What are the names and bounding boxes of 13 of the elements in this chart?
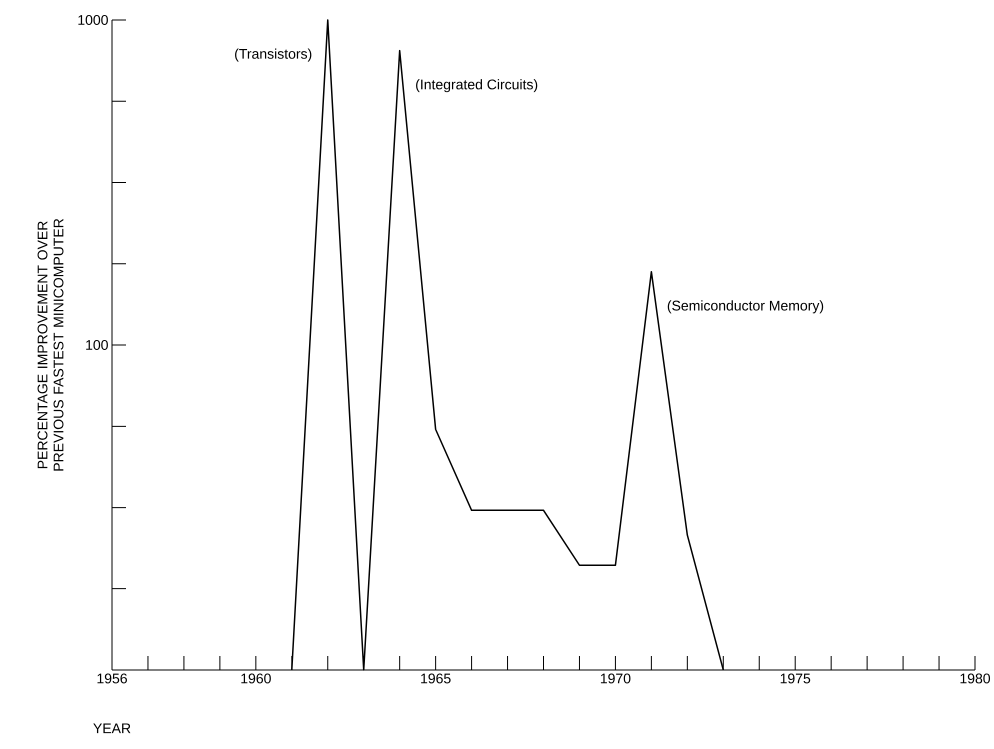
- x-axis-title: YEAR: [93, 724, 130, 734]
- x-tick-label: 1960: [241, 674, 271, 684]
- annotation: (Integrated Circuits): [416, 79, 538, 92]
- y-tick-label: 100: [86, 340, 108, 350]
- x-tick-label: 1970: [600, 674, 630, 684]
- y-tick-label: 1000: [78, 15, 108, 25]
- x-tick-label: 1975: [780, 674, 810, 684]
- annotation: (Transistors): [235, 48, 312, 62]
- y-axis-title: PERCENTAGE IMPROVEMENT OVER PREVIOUS FASTEST MINICOMPUTER: [38, 218, 64, 471]
- annotation: (Semiconductor Memory): [668, 300, 824, 314]
- x-tick-label: 1956: [98, 674, 127, 684]
- x-tick-label: 1980: [960, 674, 990, 684]
- x-tick-label: 1965: [421, 674, 451, 684]
